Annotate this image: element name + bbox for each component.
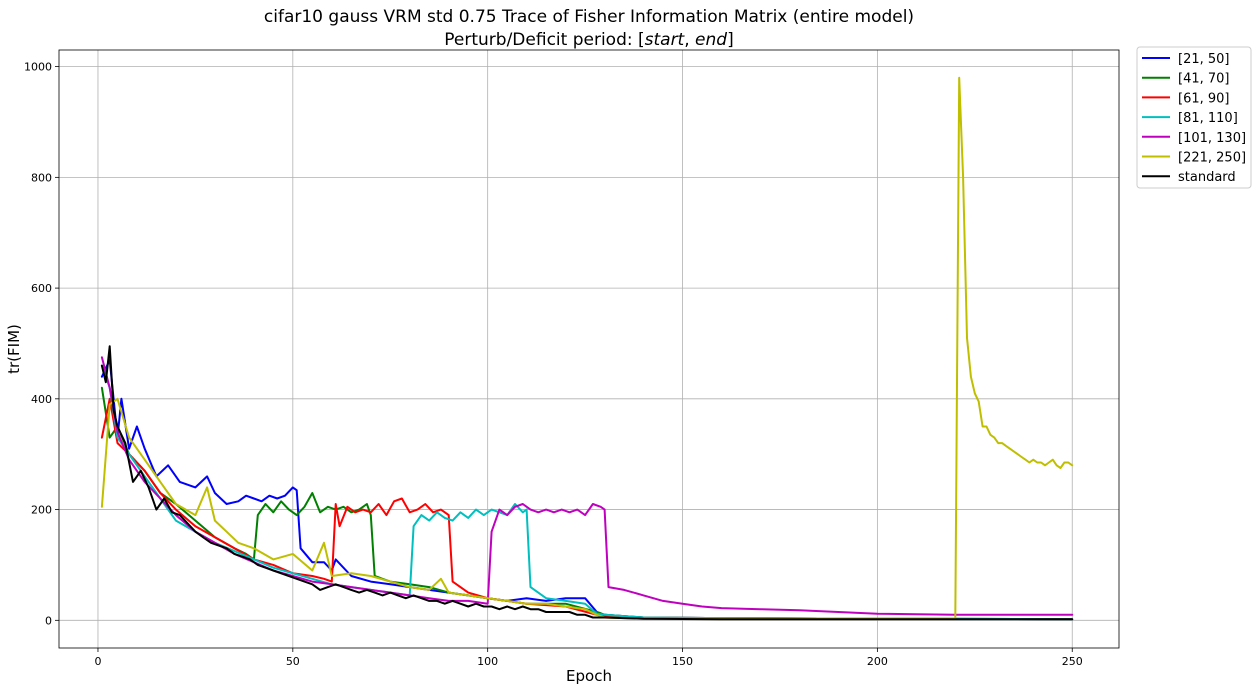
series-line-4: [100, 356, 1074, 616]
series-layer: [100, 76, 1074, 621]
subtitle-prefix: Perturb/Deficit period: [: [444, 30, 644, 50]
subtitle-sep: ,: [684, 30, 695, 50]
x-tick-label: 50: [286, 655, 300, 668]
y-tick-label: 400: [31, 393, 52, 406]
legend-label: [221, 250]: [1178, 151, 1246, 166]
subtitle-end: end: [695, 30, 727, 50]
x-axis-label: Epoch: [566, 667, 612, 685]
subtitle-start: start: [645, 30, 686, 50]
chart-title: cifar10 gauss VRM std 0.75 Trace of Fish…: [264, 7, 914, 27]
legend-items: [21, 50] [41, 70] [61, 90] [81, 110] [101, 1…: [1142, 52, 1246, 185]
ticks-layer: 0 50 100 150 200 250 0 200 400 600 800 1000: [24, 61, 1083, 668]
chart-subtitle: Perturb/Deficit period: [start, end]: [444, 30, 733, 50]
y-tick-label: 600: [31, 282, 52, 295]
y-tick-label: 1000: [24, 61, 52, 74]
series-line-6: [100, 345, 1074, 621]
y-tick-label: 800: [31, 171, 52, 184]
y-axis-label: tr(FIM): [5, 324, 23, 374]
plot-frame: [58, 49, 1120, 649]
legend-label: [41, 70]: [1178, 72, 1230, 87]
y-tick-label: 0: [45, 614, 52, 627]
legend: [21, 50] [41, 70] [61, 90] [81, 110] [101, 1…: [1136, 46, 1252, 189]
series-line-3: [100, 364, 1074, 621]
legend-label: [21, 50]: [1178, 52, 1230, 67]
legend-label: [101, 130]: [1178, 131, 1246, 146]
series-line-1: [100, 386, 1074, 621]
legend-label: standard: [1178, 170, 1236, 185]
subtitle-suffix: ]: [727, 30, 734, 50]
x-tick-label: 150: [672, 655, 693, 668]
y-tick-label: 200: [31, 504, 52, 517]
series-line-2: [100, 397, 1074, 621]
legend-label: [61, 90]: [1178, 91, 1230, 106]
x-tick-label: 250: [1062, 655, 1083, 668]
series-line-5: [100, 76, 1074, 620]
x-tick-label: 200: [867, 655, 888, 668]
legend-box: [1136, 46, 1252, 189]
x-tick-label: 100: [477, 655, 498, 668]
legend-label: [81, 110]: [1178, 111, 1238, 126]
grid-layer: [59, 50, 1119, 648]
x-tick-label: 0: [94, 655, 101, 668]
